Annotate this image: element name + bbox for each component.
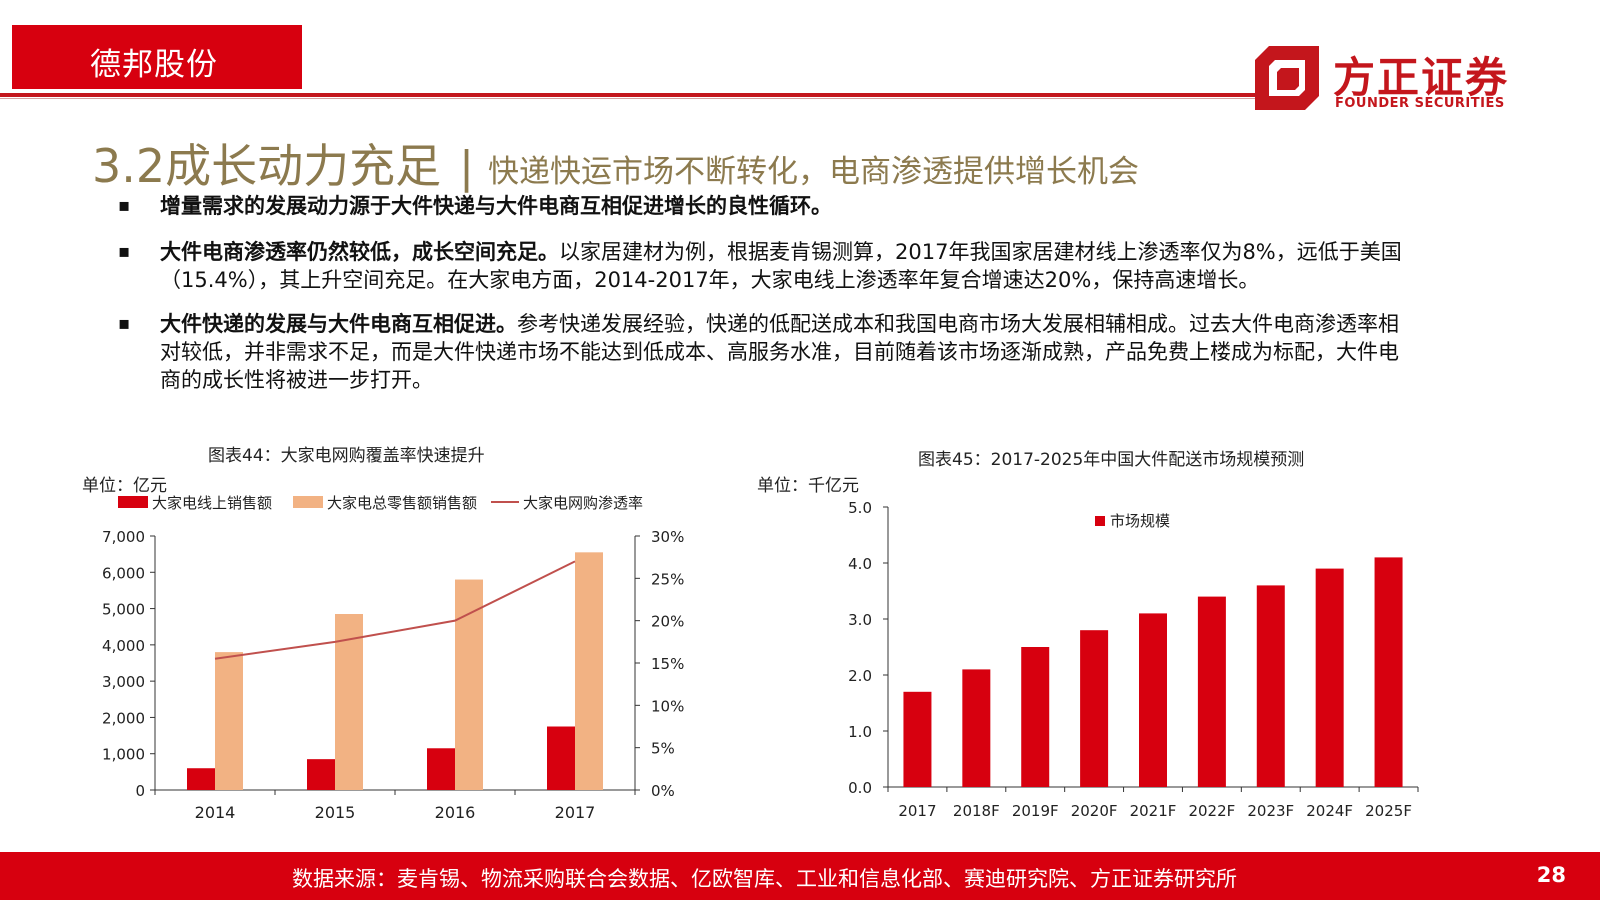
- legend-label: 大家电网购渗透率: [523, 494, 643, 512]
- bar: [307, 759, 335, 790]
- page-title: 3.2成长动力充足 | 快递快运市场不断转化，电商渗透提供增长机会: [92, 130, 1139, 193]
- y-tick-label: 1,000: [102, 746, 145, 764]
- bar: [1197, 596, 1226, 787]
- bar: [1139, 613, 1167, 787]
- bar: [215, 652, 243, 790]
- x-tick-label: 2014: [195, 803, 236, 822]
- bar: [427, 748, 455, 790]
- y2-tick-label: 0%: [651, 782, 675, 800]
- company-name: 德邦股份: [90, 47, 218, 83]
- chart45: 市场规模 0.0 1.0 2.0 3.0 4.0 5.0 2017 2018F 2019F 2020…: [848, 500, 1419, 820]
- bar: [335, 614, 363, 790]
- x-tick-label: 2017: [898, 802, 936, 820]
- bar: [1021, 647, 1050, 787]
- x-tick-label: 2024F: [1306, 802, 1353, 820]
- bullet-bold-text: 大件快递的发展与大件电商互相促进。: [160, 312, 517, 336]
- header-company-box: 德邦股份: [12, 25, 302, 89]
- x-tick-label: 2023F: [1247, 802, 1294, 820]
- bar: [1080, 630, 1109, 787]
- y-tick-label: 4,000: [102, 637, 145, 655]
- bullet-item: 大件快递的发展与大件电商互相促进。参考快递发展经验，快递的低配送成本和我国电商市…: [118, 310, 1408, 394]
- chart44-title: 图表44：大家电网购覆盖率快速提升: [208, 446, 485, 466]
- bar: [1256, 585, 1285, 787]
- bullet-item: 增量需求的发展动力源于大件快递与大件电商互相促进增长的良性循环。: [118, 192, 1408, 220]
- legend-swatch: [118, 496, 148, 508]
- x-tick-label: 2019F: [1012, 802, 1059, 820]
- bullet-item: 大件电商渗透率仍然较低，成长空间充足。以家居建材为例，根据麦肯锡测算，2017年…: [118, 238, 1408, 294]
- y-tick-label: 0: [135, 782, 145, 800]
- y2-tick-label: 5%: [651, 740, 675, 758]
- legend-swatch: [1095, 516, 1105, 526]
- bar: [547, 726, 575, 790]
- founder-logo: 方正证券 FOUNDER SECURITIES: [1255, 44, 1555, 116]
- penetration-line: [214, 560, 576, 660]
- y2-tick-label: 20%: [651, 613, 684, 631]
- footer-bar: 数据来源：麦肯锡、物流采购联合会数据、亿欧智库、工业和信息化部、赛迪研究院、方正…: [0, 852, 1600, 900]
- bar: [962, 669, 991, 787]
- bullet-bold-text: 大件电商渗透率仍然较低，成长空间充足。: [160, 240, 559, 264]
- y-tick-label: 1.0: [848, 723, 872, 741]
- chart44: 大家电线上销售额 大家电总零售额销售额 大家电网购渗透率 0 1,000 2,000 3,0…: [102, 494, 684, 822]
- bar: [1374, 557, 1403, 787]
- bullet-list: 增量需求的发展动力源于大件快递与大件电商互相促进增长的良性循环。 大件电商渗透率…: [118, 192, 1408, 406]
- founder-logo-icon: [1255, 46, 1319, 110]
- y-tick-label: 2.0: [848, 667, 872, 685]
- page-title-main: 3.2成长动力充足: [92, 139, 442, 193]
- y-tick-label: 2,000: [102, 709, 145, 727]
- bullet-text: 以家居建材为例，根据麦肯锡测算，2017年我国家居建材线上渗透率仅为8%，远低于…: [160, 240, 1402, 292]
- y-tick-label: 0.0: [848, 779, 872, 797]
- footer-source: 数据来源：麦肯锡、物流采购联合会数据、亿欧智库、工业和信息化部、赛迪研究院、方正…: [292, 867, 1237, 891]
- chart45-title: 图表45：2017-2025年中国大件配送市场规模预测: [918, 450, 1305, 470]
- x-tick-label: 2015: [315, 803, 356, 822]
- bar: [187, 768, 215, 790]
- y-tick-label: 4.0: [848, 555, 872, 573]
- logo-text-en: FOUNDER SECURITIES: [1335, 96, 1505, 111]
- header-divider: [0, 93, 1258, 97]
- bar: [455, 579, 483, 790]
- y-tick-label: 5,000: [102, 601, 145, 619]
- legend-swatch: [293, 496, 323, 508]
- x-tick-label: 2020F: [1071, 802, 1118, 820]
- bullet-bold-text: 增量需求的发展动力源于大件快递与大件电商互相促进增长的良性循环。: [160, 194, 832, 218]
- y2-tick-label: 10%: [651, 697, 684, 715]
- chart45-unit: 单位：千亿元: [757, 476, 859, 496]
- y2-tick-label: 15%: [651, 655, 684, 673]
- x-tick-label: 2025F: [1365, 802, 1412, 820]
- y2-tick-label: 25%: [651, 570, 684, 588]
- page-title-separator: |: [459, 142, 474, 193]
- chart44-unit: 单位：亿元: [82, 476, 167, 496]
- legend-label: 市场规模: [1110, 512, 1170, 530]
- x-tick-label: 2016: [435, 803, 476, 822]
- legend-label: 大家电线上销售额: [152, 494, 272, 512]
- page-title-subtitle: 快递快运市场不断转化，电商渗透提供增长机会: [487, 154, 1139, 190]
- y-tick-label: 3,000: [102, 673, 145, 691]
- header-divider-thin: [0, 98, 1258, 99]
- x-tick-label: 2021F: [1130, 802, 1177, 820]
- y-tick-label: 5.0: [848, 500, 872, 517]
- x-tick-label: 2022F: [1188, 802, 1235, 820]
- x-tick-label: 2018F: [953, 802, 1000, 820]
- y-tick-label: 7,000: [102, 528, 145, 546]
- page-number: 28: [1536, 863, 1566, 887]
- y2-tick-label: 30%: [651, 528, 684, 546]
- logo-text-cn: 方正证券: [1333, 53, 1510, 102]
- bar: [1315, 568, 1344, 787]
- bar: [575, 552, 603, 790]
- y-tick-label: 3.0: [848, 611, 872, 629]
- legend-label: 大家电总零售额销售额: [327, 494, 477, 512]
- bullet-text: 参考快递发展经验，快递的低配送成本和我国电商市场大发展相辅相成。过去大件电商渗透…: [160, 312, 1399, 392]
- y-tick-label: 6,000: [102, 564, 145, 582]
- x-tick-label: 2017: [555, 803, 596, 822]
- bar: [903, 691, 932, 787]
